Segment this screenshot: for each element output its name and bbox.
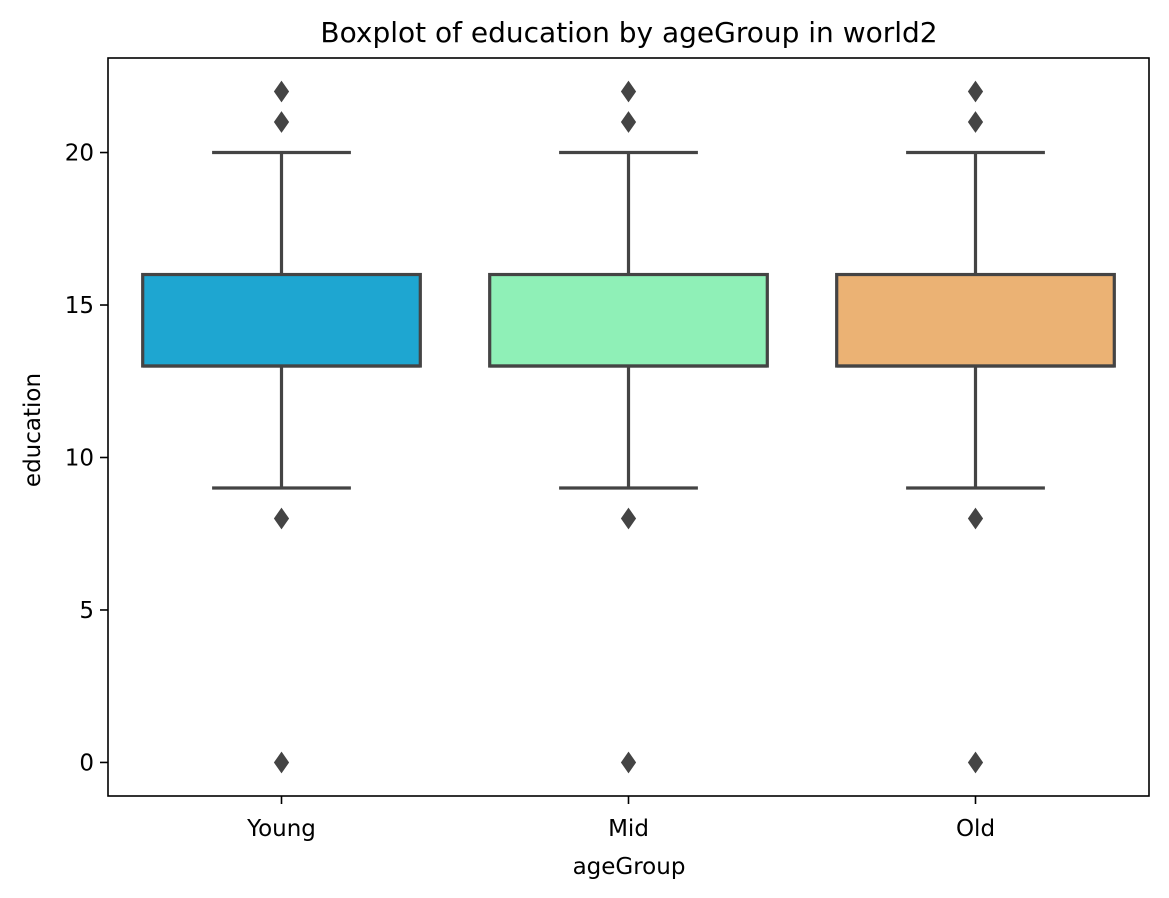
outlier-young [273,80,290,103]
x-axis: Young Mid Old [246,796,995,842]
y-axis-label: education [20,373,46,487]
box-group-young [141,80,422,774]
x-tick-label-mid: Mid [608,816,649,842]
box-mid [488,272,769,368]
outlier-mid [620,111,637,133]
x-tick-label-old: Old [956,816,995,842]
outlier-old [967,507,984,530]
outlier-mid [620,751,637,774]
outlier-young [273,111,290,133]
outlier-young [273,751,290,774]
outlier-old [967,751,984,774]
box-old [835,272,1116,368]
y-tick-label: 5 [79,598,94,624]
y-tick-label: 20 [65,141,94,167]
y-tick-label: 10 [65,445,94,471]
x-axis-label: ageGroup [573,854,686,880]
y-axis: 0 5 10 15 20 [65,141,108,776]
y-tick-label: 15 [65,293,94,319]
outlier-young [273,507,290,530]
x-tick-label-young: Young [246,816,316,842]
outlier-old [967,111,984,133]
box-young [141,272,422,368]
outlier-old [967,80,984,103]
box-group-old [835,80,1116,774]
plot-area [141,80,1116,774]
outlier-mid [620,507,637,530]
chart-title: Boxplot of education by ageGroup in worl… [320,16,937,49]
plot-frame [107,57,1150,797]
box-group-mid [488,80,769,774]
y-tick-label: 0 [79,750,94,776]
outlier-mid [620,80,637,103]
